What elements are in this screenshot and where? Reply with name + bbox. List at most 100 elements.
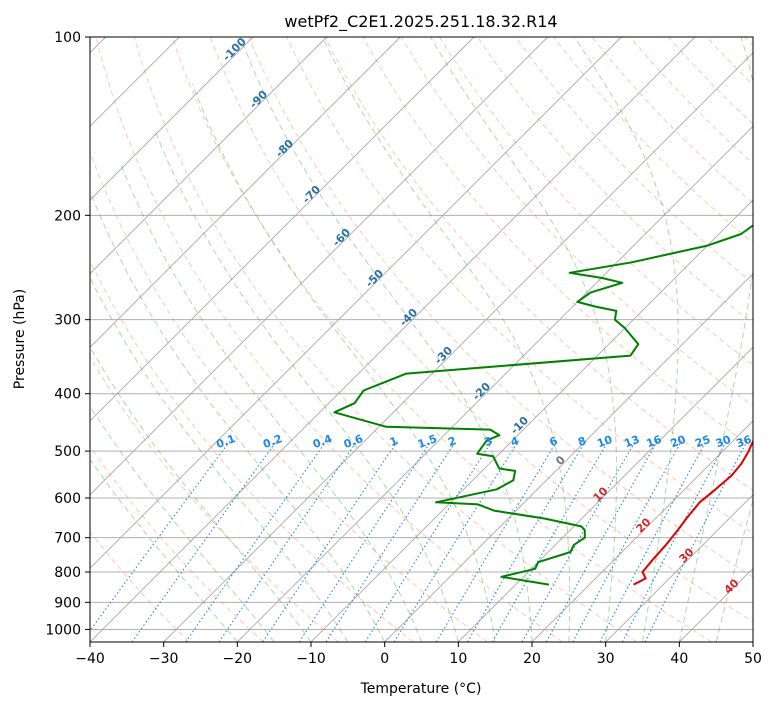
y-tick-label: 500 [54, 444, 81, 460]
x-tick-label: −20 [223, 651, 253, 667]
y-tick-label: 400 [54, 387, 81, 403]
line-labels: 0.1 0.2 0.4 0.6 1 1.5 2 3 4 6 8 10 13 16 20 25 30 36-100-… [215, 35, 754, 597]
dry-adiabat-line [324, 37, 753, 491]
dry-adiabat-line [90, 356, 339, 642]
moist-adiabat-line [715, 498, 753, 642]
dewpoint-profile-line [333, 224, 753, 586]
dry-adiabat-line [210, 37, 753, 623]
x-tick-label: 50 [744, 651, 762, 667]
y-tick-label: 600 [54, 491, 81, 507]
dry-adiabat-line [248, 37, 753, 578]
mixing-ratio-line [218, 440, 358, 642]
x-tick-label: 20 [523, 651, 541, 667]
mixing-ratio-line [644, 440, 748, 642]
dry-adiabat-line [438, 37, 753, 366]
isotherm-line [236, 125, 753, 642]
isotherm-line [163, 52, 753, 642]
isotherm-line [90, 37, 254, 201]
mixing-ratio-label: 30 [714, 433, 733, 451]
dry-adiabat-line [362, 37, 753, 449]
mixing-ratio-label: 16 [645, 433, 664, 451]
mixing-ratio-label: 0.2 [261, 432, 284, 451]
mixing-ratio-label: 8 [576, 434, 588, 449]
mixing-ratio-line [262, 440, 399, 642]
mixing-ratio-label: 1 [388, 434, 400, 449]
y-tick-label: 800 [54, 565, 81, 581]
mixing-ratio-label: 13 [622, 433, 641, 450]
x-axis: −40 −30 −20 −10 0 10 20 30 40 50 [75, 642, 762, 667]
y-tick-label: 900 [54, 595, 81, 611]
mixing-ratio-label: 3 [482, 434, 494, 449]
y-tick-label: 300 [54, 313, 81, 329]
x-tick-label: 30 [597, 651, 615, 667]
isotherm-line [90, 37, 696, 642]
dry-adiabat-line [400, 37, 753, 407]
mixing-ratio-line [435, 440, 558, 642]
moist-adiabat-line [430, 37, 617, 642]
y-tick-label: 100 [54, 30, 81, 46]
mixing-ratio-label: 6 [548, 434, 560, 449]
dry-adiabat-line [95, 37, 563, 642]
mixing-ratio-line [393, 440, 520, 642]
mixing-ratio-label: 0.4 [311, 432, 334, 451]
x-tick-label: 40 [670, 651, 688, 667]
isotherm-line [90, 37, 401, 348]
dry-adiabat-line [90, 259, 414, 642]
mixing-ratio-line [491, 440, 609, 642]
moist-adiabat-line [90, 458, 238, 642]
moist-adiabat-line [155, 132, 459, 642]
mixing-ratio-label: 2 [446, 434, 458, 449]
moist-adiabat-line [678, 37, 753, 642]
moist-adiabat-line [239, 37, 533, 642]
mixing-ratio-line [131, 440, 278, 642]
mixing-ratio-label: 4 [509, 434, 521, 449]
moist-adiabat-line [191, 83, 496, 642]
mixing-ratio-line [572, 440, 683, 642]
isotherm-line [531, 420, 753, 642]
isotherm-line [90, 37, 328, 275]
mixing-ratio-line [467, 440, 587, 642]
moist-adiabat-line [574, 37, 679, 642]
moist-adiabat-line [322, 37, 571, 642]
x-tick-label: −30 [149, 651, 179, 667]
moist-adiabat-line [90, 405, 275, 642]
y-axis: 100 200 300 400 500 600 700 800 900 1000 [45, 30, 90, 638]
x-tick-label: −40 [75, 651, 105, 667]
mixing-ratio-line [325, 440, 457, 642]
y-axis-label: Pressure (hPa) [12, 289, 28, 389]
mixing-ratio-label: 10 [595, 433, 614, 451]
x-tick-label: −10 [296, 651, 326, 667]
plot-frame [89, 36, 754, 643]
mixing-ratio-line [90, 440, 231, 632]
mixing-ratio-label: 36 [734, 433, 753, 451]
isotherm-line [384, 273, 753, 642]
mixing-ratio-line [521, 440, 637, 642]
mixing-ratio-line [364, 440, 493, 642]
dry-adiabat-line [90, 531, 190, 642]
dry-adiabat-line [133, 37, 638, 642]
mixing-ratio-label: 25 [693, 433, 712, 450]
isotherm-line [90, 37, 549, 496]
mixing-ratio-line [298, 440, 432, 642]
y-tick-label: 200 [54, 208, 81, 224]
moist-adiabat-line [91, 195, 386, 642]
moist-adiabat-line [90, 345, 312, 642]
dry-adiabat-line [286, 37, 753, 534]
y-tick-label: 1000 [45, 622, 81, 638]
isotherm-line [90, 37, 622, 569]
x-tick-label: 0 [380, 651, 389, 667]
profile-lines [333, 224, 753, 586]
mixing-ratio-line [185, 440, 328, 642]
isotherm-line [310, 199, 753, 642]
mixing-ratio-line [545, 440, 659, 642]
x-axis-label: Temperature (°C) [360, 681, 482, 697]
y-tick-label: 700 [54, 531, 81, 547]
mixing-ratio-label: 0.1 [215, 432, 238, 451]
mixing-ratio-label: 20 [669, 433, 688, 451]
chart-title: wetPf2_C2E1.2025.251.18.32.R14 [284, 12, 557, 32]
isotherm-line [90, 37, 475, 422]
moist-adiabat-line [120, 165, 422, 642]
isotherm-line [605, 494, 753, 642]
